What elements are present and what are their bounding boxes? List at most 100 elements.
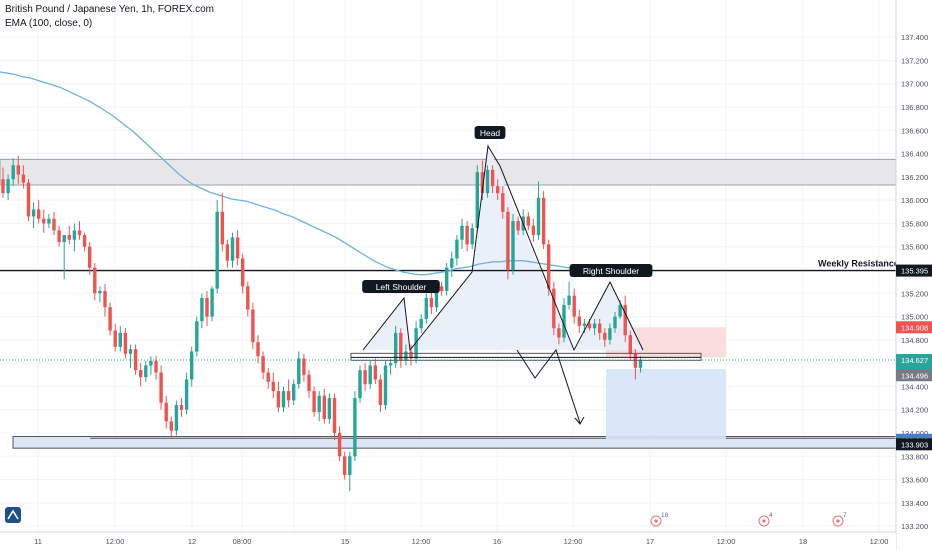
candle-bearish bbox=[552, 288, 556, 329]
candle-bearish bbox=[261, 356, 265, 373]
candle-bullish bbox=[638, 359, 643, 368]
candle-bearish bbox=[108, 307, 112, 331]
head-label-box bbox=[474, 126, 506, 139]
candle-bearish bbox=[67, 235, 71, 240]
candle-bearish bbox=[302, 358, 306, 375]
tradingview-logo-mark bbox=[7, 509, 19, 520]
candle-bullish bbox=[297, 358, 301, 385]
candle-bearish bbox=[587, 323, 592, 329]
price-tick-label: 137.400 bbox=[901, 33, 928, 42]
event-marker-dot bbox=[654, 519, 658, 523]
candle-bearish bbox=[516, 221, 520, 231]
candle-bearish bbox=[123, 332, 128, 354]
candle-bearish bbox=[1, 179, 5, 194]
price-tick-label: 133.400 bbox=[901, 499, 928, 508]
candle-bearish bbox=[179, 405, 184, 410]
candle-bearish bbox=[52, 218, 56, 231]
candle-bullish bbox=[292, 384, 296, 401]
candle-bearish bbox=[628, 335, 632, 354]
candle-bullish bbox=[460, 225, 464, 240]
candle-bearish bbox=[429, 297, 434, 308]
candle-bullish bbox=[613, 316, 617, 329]
candle-bearish bbox=[439, 286, 444, 291]
candle-bearish bbox=[57, 230, 61, 243]
candle-bullish bbox=[358, 370, 362, 399]
candle-bullish bbox=[445, 267, 449, 291]
candle-bullish bbox=[618, 304, 622, 317]
candle-bearish bbox=[154, 360, 158, 373]
candle-bullish bbox=[11, 165, 15, 180]
candle-bullish bbox=[47, 218, 51, 224]
projection-arrow-icon bbox=[574, 416, 585, 425]
event-marker-dot bbox=[836, 519, 840, 523]
price-tick-label: 136.400 bbox=[901, 150, 928, 159]
time-tick-label: 17 bbox=[646, 537, 654, 546]
candle-bearish bbox=[312, 391, 316, 413]
candle-bearish bbox=[506, 211, 510, 270]
candle-bearish bbox=[225, 244, 230, 261]
candle-bearish bbox=[623, 304, 627, 336]
left-shoulder-label: Left Shoulder bbox=[376, 282, 427, 292]
candle-bearish bbox=[531, 225, 536, 236]
candle-bullish bbox=[118, 332, 122, 347]
candle-bearish bbox=[103, 290, 107, 308]
candle-bearish bbox=[557, 328, 561, 338]
price-tick-label: 133.800 bbox=[901, 452, 928, 461]
price-tick-label: 137.200 bbox=[901, 56, 928, 65]
candle-bullish bbox=[383, 365, 388, 406]
candle-bullish bbox=[368, 365, 372, 385]
candle-bullish bbox=[567, 295, 571, 305]
candle-bearish bbox=[256, 342, 260, 357]
take-profit-zone bbox=[606, 368, 726, 440]
candle-bearish bbox=[378, 379, 383, 406]
price-tick-label: 136.200 bbox=[901, 173, 928, 182]
candle-bullish bbox=[128, 349, 133, 354]
projection-path bbox=[516, 348, 581, 424]
time-tick-label: 11 bbox=[34, 537, 42, 546]
candle-bullish bbox=[6, 179, 10, 194]
event-marker-count: 4 bbox=[769, 512, 773, 519]
candle-bearish bbox=[572, 295, 576, 317]
candle-bullish bbox=[348, 456, 352, 475]
price-tick-label: 135.800 bbox=[901, 219, 928, 228]
price-tick-label: 133.200 bbox=[901, 522, 928, 531]
candle-bearish bbox=[205, 297, 209, 317]
candle-bearish bbox=[307, 374, 311, 392]
event-marker-dot bbox=[762, 519, 766, 523]
candle-bullish bbox=[98, 290, 102, 294]
candle-bearish bbox=[164, 402, 168, 422]
candle-bearish bbox=[21, 174, 26, 183]
time-tick-label: 12 bbox=[188, 537, 196, 546]
candle-bullish bbox=[388, 363, 393, 366]
candle-bullish bbox=[450, 258, 454, 268]
candle-bullish bbox=[485, 169, 490, 194]
candle-bearish bbox=[490, 169, 495, 187]
time-tick-label: 18 bbox=[799, 537, 807, 546]
candle-bearish bbox=[322, 395, 326, 420]
right-shoulder-label-box bbox=[569, 264, 653, 277]
candle-bullish bbox=[434, 286, 439, 308]
candle-bearish bbox=[526, 216, 530, 226]
left-shoulder-label-box bbox=[362, 280, 440, 293]
candle-bullish bbox=[562, 304, 566, 338]
candle-bullish bbox=[511, 221, 515, 270]
right-shoulder-label: Right Shoulder bbox=[583, 266, 639, 276]
candle-bullish bbox=[536, 197, 541, 236]
price-tag-black bbox=[896, 438, 932, 451]
price-tick-label: 134.200 bbox=[901, 406, 928, 415]
price-tick-label: 135.000 bbox=[901, 313, 928, 322]
candle-bullish bbox=[190, 351, 194, 380]
candle-bearish bbox=[42, 218, 46, 224]
candle-bearish bbox=[547, 244, 551, 289]
candle-bearish bbox=[373, 365, 377, 380]
candle-bearish bbox=[88, 246, 92, 268]
candle-bullish bbox=[317, 395, 321, 413]
candle-bullish bbox=[215, 211, 219, 289]
price-tag-last bbox=[896, 354, 932, 367]
tradingview-logo-icon bbox=[5, 507, 21, 523]
candle-bullish bbox=[424, 297, 428, 319]
candle-bullish bbox=[195, 321, 199, 352]
candle-bullish bbox=[184, 379, 189, 410]
